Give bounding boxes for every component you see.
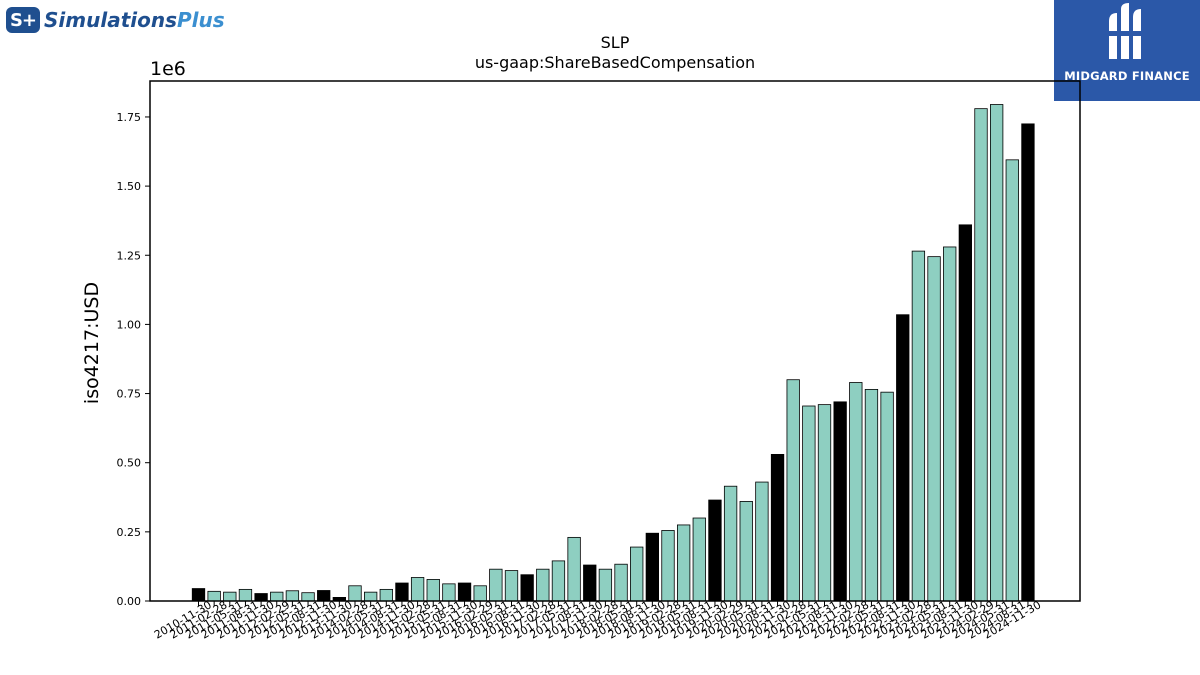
bar-2020-05-31 [739,501,753,602]
bar-2024-08-31 [1005,159,1019,602]
bar-2024-05-31 [990,104,1004,602]
bar-2016-02-29 [473,585,487,602]
bar-2020-08-31 [755,481,769,602]
bar-2021-05-31 [802,405,816,602]
bar-2014-02-28 [348,585,362,602]
bar-2023-11-30 [958,224,972,602]
bar-2014-05-31 [363,591,378,602]
y-tick-label: 0.75 [117,388,142,401]
logo-name-accent: Plus [177,8,225,32]
bars-group [191,104,1035,602]
y-tick-label: 1.75 [117,111,142,124]
bar-2016-11-30 [520,574,534,602]
bar-2019-08-31 [692,517,706,602]
bar-2011-02-28 [207,590,221,602]
bar-2014-11-30 [395,582,409,602]
midgard-finance-logo-icon [1107,3,1147,59]
y-tick-label: 0.00 [117,595,142,608]
bar-2018-08-31 [630,546,644,602]
y-axis-label: iso4217:USD [81,282,103,404]
bar-2016-05-31 [489,568,503,602]
bar-2024-11-30 [1021,123,1035,602]
bar-2015-02-28 [410,577,425,602]
bar-2011-05-31 [223,591,237,602]
bar-2019-11-30 [708,499,722,602]
bar-2014-08-31 [379,588,393,602]
y-axis: 0.00 0.25 0.50 0.75 1.00 1.25 1.50 1.75 [117,111,150,608]
bar-2012-11-30 [317,590,331,602]
bar-2017-08-31 [567,536,581,602]
y-tick-label: 1.00 [117,318,142,331]
bar-2020-02-29 [723,485,738,602]
chart-subtitle: us-gaap:ShareBasedCompensation [475,53,755,72]
bar-2012-05-31 [285,590,300,602]
simulations-plus-logo-icon: S+ [6,7,40,33]
bar-2017-05-31 [551,560,566,602]
bar-2024-02-29 [974,108,988,602]
y-tick-label: 1.50 [117,180,142,193]
bar-2021-08-31 [817,404,832,602]
bar-2016-08-31 [504,570,519,602]
simulations-plus-logo-text: SimulationsPlus [44,8,225,32]
bar-2017-11-30 [583,564,597,602]
bar-2022-11-30 [896,314,910,602]
bar-2015-05-31 [426,579,440,602]
bar-2022-02-28 [849,382,863,602]
bar-2015-08-31 [442,583,456,602]
y-tick-label: 0.50 [117,457,142,470]
bar-2011-08-31 [238,588,253,602]
bar-2023-08-31 [943,246,957,602]
y-tick-label: 0.25 [117,526,142,539]
simulations-plus-logo: S+ SimulationsPlus [6,6,225,34]
bar-2017-02-28 [536,568,550,602]
chart-title: SLP [601,33,630,52]
logo-name-main: Simulations [44,8,177,32]
y-axis-scale-label: 1e6 [150,58,186,80]
bar-2023-05-31 [927,256,941,602]
bar-2019-05-31 [677,524,691,602]
bar-2019-02-28 [661,530,675,602]
bar-2018-02-28 [598,568,613,602]
midgard-finance-logo-text: MIDGARD FINANCE [1064,69,1190,83]
bar-2021-02-28 [786,379,800,602]
bar-2010-11-30 [191,588,206,602]
midgard-finance-logo: MIDGARD FINANCE [1054,0,1200,101]
bar-2022-05-31 [864,388,879,602]
bar-2018-11-30 [645,532,659,602]
y-tick-label: 1.25 [117,249,142,262]
bar-2022-08-31 [880,391,894,602]
x-axis: 2010-11-302011-02-282011-05-312011-08-31… [152,598,1043,641]
bar-2012-02-29 [270,591,284,602]
bar-2012-08-31 [301,592,315,602]
bar-2020-11-30 [770,453,785,602]
bar-2021-11-30 [833,401,847,602]
plot-frame [149,80,1081,602]
bar-2023-02-28 [911,250,926,602]
bar-2018-05-31 [614,563,628,602]
bar-2015-11-30 [457,582,472,602]
